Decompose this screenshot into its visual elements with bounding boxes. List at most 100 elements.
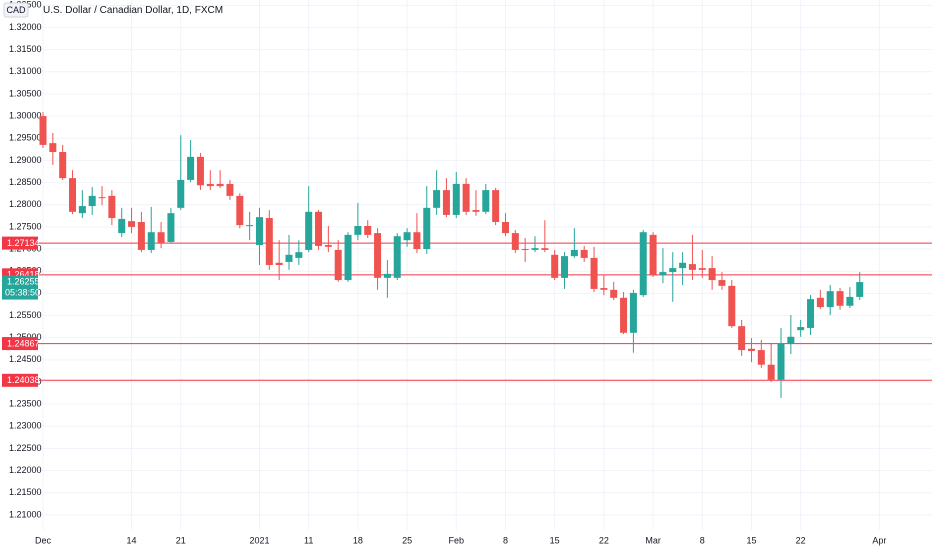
- y-tick-label: 1.29000: [9, 155, 42, 165]
- x-tick-label: 11: [304, 535, 313, 545]
- candle-body: [393, 236, 401, 278]
- candle-body: [98, 197, 106, 199]
- candle-body: [265, 218, 273, 265]
- x-tick-label: Feb: [449, 535, 465, 545]
- candle-body: [738, 326, 746, 351]
- candle-body: [187, 156, 195, 180]
- candle-body: [472, 210, 480, 212]
- price-line-label: 1.26418: [7, 270, 40, 280]
- price-line-label: 1.24038: [7, 375, 40, 385]
- candle-body: [39, 116, 47, 145]
- candle-body: [275, 262, 283, 265]
- candle-body: [315, 211, 323, 246]
- x-tick-label: 8: [700, 535, 705, 545]
- y-tick-label: 1.21000: [9, 509, 42, 519]
- y-tick-label: 1.25500: [9, 310, 42, 320]
- candle-body: [128, 221, 136, 227]
- chart-title: U.S. Dollar / Canadian Dollar, 1D, FXCM: [43, 5, 223, 16]
- candle-body: [747, 348, 755, 351]
- x-tick-label: 22: [796, 535, 806, 545]
- y-tick-label: 1.32000: [9, 22, 42, 32]
- price-line-label-bg: [2, 337, 38, 351]
- candle-body: [236, 195, 244, 226]
- candle-body: [344, 234, 352, 281]
- x-tick-label: 14: [127, 535, 137, 545]
- candle-body: [69, 178, 77, 212]
- x-tick-label: 15: [550, 535, 560, 545]
- candle-body: [777, 343, 785, 380]
- candle-body: [610, 289, 618, 298]
- candle-body: [167, 213, 175, 242]
- candle-body: [157, 232, 165, 243]
- candle-body: [708, 268, 716, 281]
- last-price-label-bg: [2, 275, 38, 300]
- candle-body: [826, 291, 834, 308]
- candle-body: [728, 285, 736, 327]
- candle-body: [639, 232, 647, 296]
- price-line-label: 1.24867: [7, 338, 40, 348]
- candle-body: [856, 282, 864, 297]
- last-price-label: 1.26255: [7, 276, 40, 286]
- candle-body: [334, 249, 342, 281]
- candle-body: [452, 183, 460, 215]
- price-lines: [38, 242, 932, 381]
- x-tick-label: Apr: [872, 535, 886, 545]
- grid: [38, 0, 932, 530]
- y-tick-label: 1.22500: [9, 443, 42, 453]
- candle-body: [797, 327, 805, 331]
- candle-body: [590, 257, 598, 289]
- candle-body: [216, 183, 224, 187]
- y-tick-label: 1.22000: [9, 465, 42, 475]
- candle-body: [570, 249, 578, 257]
- countdown: 05:38:50: [5, 287, 40, 297]
- candle-body: [846, 296, 854, 306]
- candle-body: [196, 156, 204, 186]
- candle-body: [807, 299, 815, 328]
- candles: [39, 112, 864, 398]
- candle-body: [383, 273, 391, 278]
- candle-body: [137, 222, 145, 250]
- candle-body: [501, 222, 509, 234]
- candle-body: [226, 183, 234, 196]
- candle-body: [206, 183, 214, 187]
- price-line-label: 1.27134: [7, 238, 40, 248]
- x-tick-label: 21: [176, 535, 186, 545]
- x-tick-label: 22: [599, 535, 609, 545]
- x-tick-label: 25: [402, 535, 412, 545]
- x-tick-label: 8: [503, 535, 508, 545]
- candle-body: [49, 143, 57, 152]
- candle-body: [521, 249, 529, 251]
- y-tick-label: 1.25000: [9, 332, 42, 342]
- candle-body: [433, 190, 441, 208]
- x-tick-label: Dec: [35, 535, 52, 545]
- y-tick-label: 1.31500: [9, 44, 42, 54]
- candle-body: [354, 226, 362, 235]
- y-tick-label: 1.28000: [9, 199, 42, 209]
- candle-body: [147, 232, 155, 250]
- candle-body: [295, 252, 303, 258]
- candle-body: [816, 297, 824, 308]
- currency-badge[interactable]: [3, 2, 29, 18]
- x-tick-label: 18: [353, 535, 363, 545]
- y-tick-label: 1.30000: [9, 110, 42, 120]
- candle-body: [255, 217, 263, 246]
- candle-body: [305, 211, 313, 250]
- candle-body: [482, 190, 490, 212]
- candle-body: [511, 233, 519, 250]
- candle-body: [531, 248, 539, 250]
- candle-body: [442, 190, 450, 215]
- x-tick-label: 2021: [249, 535, 269, 545]
- candle-body: [688, 264, 696, 270]
- candle-body: [580, 249, 588, 258]
- y-tick-label: 1.27500: [9, 221, 42, 231]
- candle-body: [78, 206, 86, 214]
- y-tick-label: 1.24500: [9, 354, 42, 364]
- candle-body: [541, 248, 549, 250]
- currency[interactable]: CAD: [6, 5, 26, 15]
- candle-body: [600, 288, 608, 290]
- x-tick-label: Mar: [645, 535, 661, 545]
- candle-body: [59, 151, 67, 179]
- price-line-label-bg: [2, 373, 38, 387]
- candle-body: [718, 280, 726, 286]
